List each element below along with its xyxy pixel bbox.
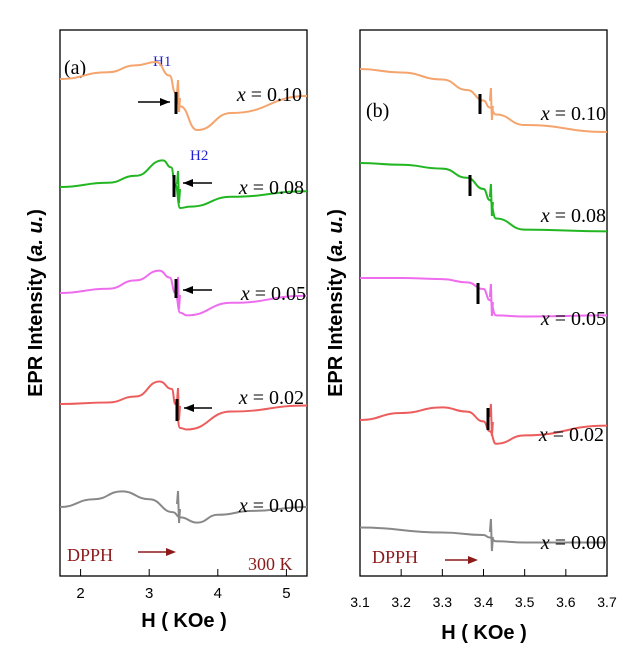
dpph-spike-a xyxy=(176,170,182,204)
series-label-b: x = 0.02 xyxy=(538,424,604,446)
x-axis-title-b: H ( KOe ) xyxy=(441,622,527,644)
x-tick-label-a: 5 xyxy=(282,585,290,602)
series-curve-b xyxy=(359,68,608,133)
series-curve-b xyxy=(360,277,608,318)
resonance-markers xyxy=(138,92,490,430)
dpph-spike-b xyxy=(488,518,494,552)
series-curve-a xyxy=(59,60,308,132)
x-axis-title-a: H ( KOe ) xyxy=(141,610,227,632)
arrow-x002-head xyxy=(184,404,194,412)
dpph-spike-a xyxy=(176,79,182,113)
h1-arrow-x010-head xyxy=(160,98,170,106)
series-curve-b xyxy=(359,526,607,544)
panel-b-label: (b) xyxy=(366,100,389,122)
dpph-spike-b xyxy=(488,283,494,317)
panel-a-label: (a) xyxy=(64,57,86,79)
series-label-a: x = 0.05 xyxy=(240,283,306,305)
h2-marker-label: H2 xyxy=(190,148,208,164)
x-tick-label-b: 3.7 xyxy=(597,594,617,610)
series-label-a: x = 0.10 xyxy=(236,84,302,106)
panel-a-frame xyxy=(59,29,308,577)
series-labels-b: x = 0.10 x = 0.08 x = 0.05 x = 0.02 x = 0.00 xyxy=(538,103,606,554)
x-tick-label-b: 3.6 xyxy=(556,594,576,610)
series-labels-a: x = 0.10 x = 0.08 x = 0.05 x = 0.02 x = 0.00 xyxy=(236,84,306,517)
series-curve-a xyxy=(59,269,308,317)
dpph-arrowhead-a xyxy=(166,548,176,556)
series-label-b: x = 0.08 xyxy=(540,205,606,227)
x-tick-label-b: 3.1 xyxy=(350,594,370,610)
series-curve-a xyxy=(59,380,308,431)
dpph-arrowhead-b xyxy=(468,556,478,564)
series-label-b: x = 0.10 xyxy=(540,103,606,125)
x-tick-label-a: 2 xyxy=(76,585,84,602)
x-tick-label-b: 3.2 xyxy=(391,594,411,610)
temperature-label: 300 K xyxy=(248,554,293,574)
series-curve-b xyxy=(359,406,608,445)
series-label-a: x = 0.02 xyxy=(238,387,304,409)
series-curve-b xyxy=(359,162,608,233)
dpph-spike-b xyxy=(488,403,494,437)
dpph-label-a: DPPH xyxy=(67,545,113,565)
series-label-a: x = 0.00 xyxy=(238,495,304,517)
series-curve-a xyxy=(59,490,308,524)
x-tick-label-b: 3.5 xyxy=(515,594,535,610)
dpph-spike-a xyxy=(176,490,182,524)
series-label-a: x = 0.08 xyxy=(238,177,304,199)
x-ticks-b: 3.1 3.2 3.3 3.4 3.5 3.6 3.7 xyxy=(350,569,617,610)
series-label-b: x = 0.00 xyxy=(540,532,606,554)
arrow-x005-head xyxy=(183,286,193,294)
x-tick-label-a: 3 xyxy=(145,585,153,602)
dpph-spike-a xyxy=(176,276,182,310)
dpph-label-b: DPPH xyxy=(372,547,418,567)
series-label-b: x = 0.05 xyxy=(540,308,606,330)
x-tick-label-b: 3.3 xyxy=(433,594,453,610)
x-tick-label-a: 4 xyxy=(214,585,222,602)
dpph-spike-b xyxy=(488,183,494,217)
curves-b xyxy=(359,68,608,552)
x-ticks-a: 2 3 4 5 xyxy=(76,569,291,602)
h1-marker-label: H1 xyxy=(153,54,171,70)
x-tick-label-b: 3.4 xyxy=(474,594,494,610)
dpph-spike-a xyxy=(176,387,182,421)
y-axis-title-b: EPR Intensity (a. u.) xyxy=(325,209,347,397)
y-axis-title-a: EPR Intensity (a. u.) xyxy=(25,209,47,397)
h2-arrow-x008-head xyxy=(183,179,193,187)
dpph-spike-b xyxy=(488,87,494,121)
